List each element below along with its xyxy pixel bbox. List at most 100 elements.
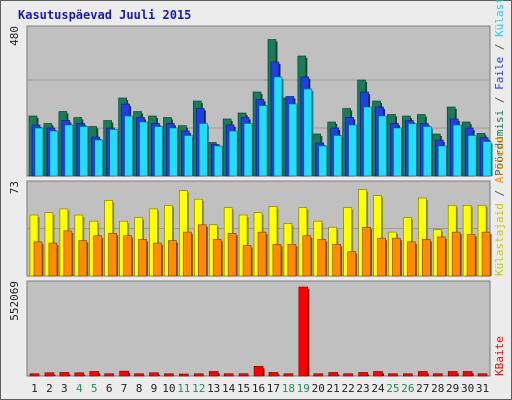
bar-top-s3-day-16 xyxy=(258,105,268,177)
legend-mid-part-2: / xyxy=(493,183,506,203)
day-label-19: 19 xyxy=(297,382,310,395)
bar-top-s3-day-10 xyxy=(169,127,178,177)
bar-mid-s1-day-24-shade xyxy=(381,197,384,276)
bar-mid-s2-day-26 xyxy=(407,241,416,277)
bar-mid-s2-day-22-shade xyxy=(355,253,358,276)
legend-top-part-3: Faile xyxy=(493,57,506,90)
bar-mid-s2-day-27-shade xyxy=(430,241,432,276)
bar-mid-s2-day-28-shade xyxy=(445,238,447,276)
day-label-29: 29 xyxy=(446,382,459,395)
bar-bottom-day-28 xyxy=(432,373,443,377)
bar-bottom-day-19 xyxy=(298,286,309,377)
bar-top-s3-day-29 xyxy=(452,124,462,177)
bar-mid-s2-day-7-shade xyxy=(131,237,134,276)
bar-mid-s2-day-20 xyxy=(317,239,327,277)
bar-bottom-day-21 xyxy=(328,372,339,377)
bar-bottom-day-17 xyxy=(268,372,279,377)
legend-mid-part-3: Aruteid xyxy=(493,137,506,183)
bar-bottom-day-2 xyxy=(44,372,55,377)
day-label-26: 26 xyxy=(401,382,414,395)
legend-top: Pöördumisi / Faile / Külastusi xyxy=(493,0,506,176)
bar-mid-s2-day-4-shade xyxy=(86,242,89,276)
bar-mid-s2-day-25 xyxy=(392,237,401,277)
bar-top-s3-day-19 xyxy=(303,88,313,177)
bar-mid-s2-day-10 xyxy=(168,240,177,277)
day-label-7: 7 xyxy=(121,382,128,395)
day-label-28: 28 xyxy=(431,382,444,395)
day-label-3: 3 xyxy=(61,382,68,395)
bar-bottom-day-12 xyxy=(193,373,204,377)
day-label-9: 9 xyxy=(151,382,158,395)
bar-bottom-day-16 xyxy=(253,366,264,377)
bar-mid-s1-day-17-shade xyxy=(276,208,279,276)
bar-bottom-day-13-shade xyxy=(218,373,220,376)
ymax-label-top: 480 xyxy=(8,26,21,46)
bar-bottom-day-26 xyxy=(403,373,413,377)
bar-mid-s2-day-14 xyxy=(227,233,237,277)
bar-bottom-day-29-shade xyxy=(457,373,459,376)
bar-mid-s2-day-2-shade xyxy=(56,245,59,276)
bar-top-s3-day-15 xyxy=(243,123,253,177)
bar-bottom-day-5 xyxy=(89,371,100,377)
day-label-16: 16 xyxy=(252,382,265,395)
legend-top-part-2: / xyxy=(493,90,506,110)
bar-top-s3-day-27 xyxy=(423,126,432,177)
bar-mid-s2-day-27 xyxy=(422,239,431,277)
bar-bottom-day-23-shade xyxy=(367,374,370,376)
day-label-18: 18 xyxy=(282,382,295,395)
bar-top-s3-day-5 xyxy=(94,139,104,177)
bar-mid-s2-day-21 xyxy=(332,244,342,277)
bar-bottom-day-8 xyxy=(134,373,144,377)
bar-mid-s2-day-19 xyxy=(302,235,312,277)
bar-mid-s2-day-15-shade xyxy=(251,247,253,276)
bar-top-s3-day-31 xyxy=(482,141,492,177)
bar-mid-s2-day-17 xyxy=(272,244,282,277)
bar-bottom-day-24-shade xyxy=(382,373,385,376)
bar-top-s3-day-14 xyxy=(228,130,238,177)
day-label-31: 31 xyxy=(476,382,489,395)
bar-mid-s2-day-3-shade xyxy=(71,232,74,276)
bar-top-s3-day-25 xyxy=(393,127,402,177)
bar-top-s3-day-26 xyxy=(408,123,417,177)
bar-bottom-day-14 xyxy=(223,373,234,377)
bar-top-s3-day-1 xyxy=(34,127,44,177)
bar-top-s3-day-2 xyxy=(49,130,59,177)
bar-mid-s2-day-23-shade xyxy=(370,229,373,276)
bar-top-s3-day-20 xyxy=(318,145,328,177)
day-label-4: 4 xyxy=(76,382,83,395)
bar-top-s3-day-9 xyxy=(154,126,163,177)
bar-mid-s2-day-6 xyxy=(108,233,117,277)
bar-bottom-day-7-shade xyxy=(128,373,131,376)
bar-bottom-day-18 xyxy=(283,373,294,377)
chart-panel-3 xyxy=(26,280,491,377)
bar-bottom-day-16-shade xyxy=(263,368,265,376)
bar-top-s3-day-30 xyxy=(467,135,477,177)
bar-mid-s2-day-13 xyxy=(212,239,222,277)
bar-mid-s2-day-14-shade xyxy=(236,235,238,276)
bar-top-s3-day-17 xyxy=(273,76,283,177)
bar-mid-s2-day-30 xyxy=(466,234,476,277)
bar-top-s3-day-8 xyxy=(139,121,148,177)
legend-top-part-4: / xyxy=(493,37,506,57)
bar-bottom-day-4-shade xyxy=(83,374,86,376)
chart-title: Kasutuspäevad Juuli 2015 xyxy=(18,8,192,22)
bar-mid-s2-day-29-shade xyxy=(460,234,462,276)
bar-top-s3-day-28 xyxy=(437,145,447,177)
bar-mid-s2-day-31-shade xyxy=(490,234,492,276)
bar-mid-s2-day-18 xyxy=(287,244,297,277)
bar-mid-s2-day-21-shade xyxy=(340,246,343,276)
bar-mid-s1-day-27-shade xyxy=(426,199,428,276)
bar-mid-s2-day-6-shade xyxy=(116,235,119,276)
day-label-12: 12 xyxy=(192,382,205,395)
bar-bottom-day-21-shade xyxy=(337,374,340,376)
bar-mid-s2-day-11 xyxy=(183,231,192,277)
day-label-23: 23 xyxy=(356,382,369,395)
bar-mid-s2-day-15 xyxy=(242,245,252,277)
bar-mid-s2-day-12 xyxy=(197,224,207,277)
bar-mid-s1-day-22-shade xyxy=(351,209,354,276)
day-label-5: 5 xyxy=(91,382,98,395)
bar-mid-s2-day-11-shade xyxy=(191,234,193,276)
legend-bottom-part-1: KBaite xyxy=(493,336,506,376)
bar-mid-s2-day-22 xyxy=(347,251,356,277)
